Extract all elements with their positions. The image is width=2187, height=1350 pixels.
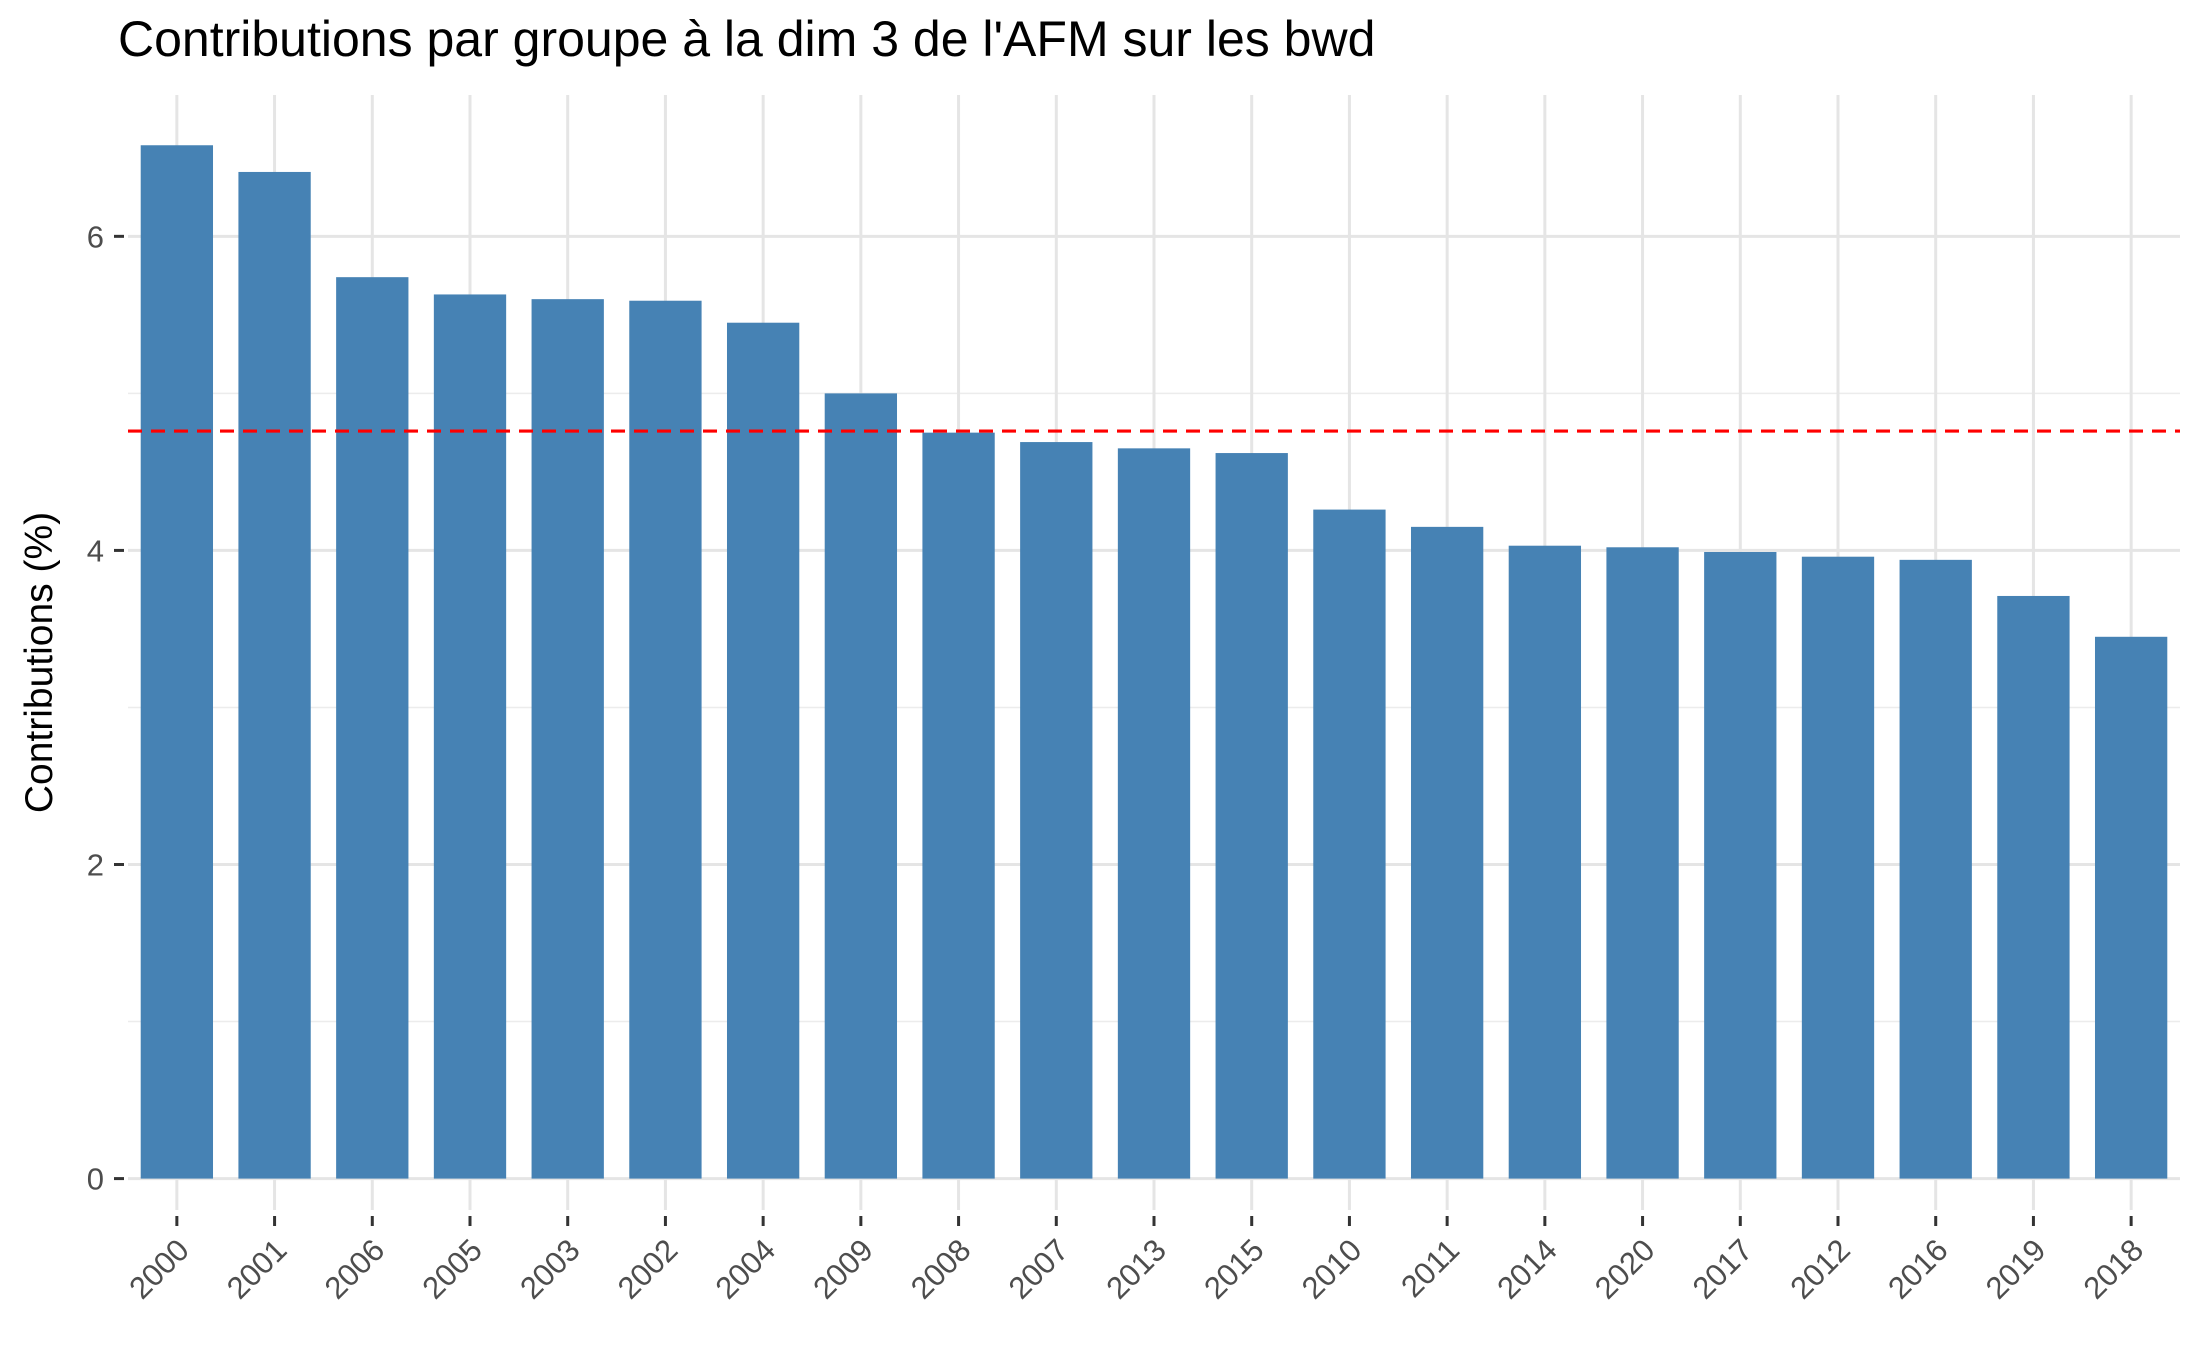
x-tick-label: 2005 — [415, 1232, 489, 1306]
bar — [922, 432, 995, 1179]
bar — [1801, 556, 1875, 1179]
x-tick-label: 2008 — [904, 1232, 978, 1306]
bar — [1606, 547, 1679, 1179]
x-tick-label: 2013 — [1099, 1232, 1173, 1306]
bar — [140, 145, 214, 1179]
x-tick-label: 2000 — [122, 1232, 196, 1306]
x-tick-label: 2015 — [1197, 1232, 1271, 1306]
x-tick-label: 2007 — [1002, 1232, 1076, 1306]
bar — [1020, 442, 1093, 1179]
bar — [238, 171, 311, 1179]
bar — [2094, 636, 2168, 1179]
y-tick-label: 4 — [87, 533, 104, 568]
x-tick-label: 2006 — [318, 1232, 392, 1306]
x-tick-label: 2018 — [2077, 1232, 2151, 1306]
y-axis-title: Contributions (%) — [18, 512, 61, 813]
x-tick-label: 2009 — [806, 1232, 880, 1306]
bar — [1117, 448, 1191, 1179]
x-tick-label: 2010 — [1295, 1232, 1369, 1306]
bar — [726, 322, 800, 1179]
bar — [1313, 509, 1386, 1179]
y-tick-label: 0 — [87, 1162, 104, 1197]
y-tick-label: 2 — [87, 848, 104, 883]
x-tick-label: 2016 — [1881, 1232, 1955, 1306]
chart-title: Contributions par groupe à la dim 3 de l… — [118, 11, 1376, 67]
y-tick-label: 6 — [87, 219, 104, 254]
bar — [1508, 545, 1582, 1179]
x-tick-label: 2017 — [1686, 1232, 1760, 1306]
bar-layer — [140, 145, 2168, 1179]
bar — [1215, 453, 1288, 1179]
bar — [433, 294, 507, 1179]
x-tick-label: 2002 — [611, 1232, 685, 1306]
bar — [1410, 526, 1484, 1179]
bar — [824, 393, 898, 1179]
bar — [1704, 551, 1777, 1179]
x-tick-label: 2019 — [1979, 1232, 2053, 1306]
x-tick-label: 2020 — [1588, 1232, 1662, 1306]
bar — [629, 300, 702, 1179]
x-tick-label: 2004 — [709, 1232, 783, 1306]
bar — [1997, 595, 2070, 1179]
x-tick-label: 2014 — [1490, 1232, 1564, 1306]
bar — [336, 277, 409, 1179]
x-tick-label: 2003 — [513, 1232, 587, 1306]
bar — [531, 299, 604, 1179]
x-tick-label: 2001 — [220, 1232, 294, 1306]
bar — [1899, 559, 1972, 1179]
x-tick-label: 2012 — [1783, 1232, 1857, 1306]
x-tick-label: 2011 — [1394, 1232, 1466, 1304]
